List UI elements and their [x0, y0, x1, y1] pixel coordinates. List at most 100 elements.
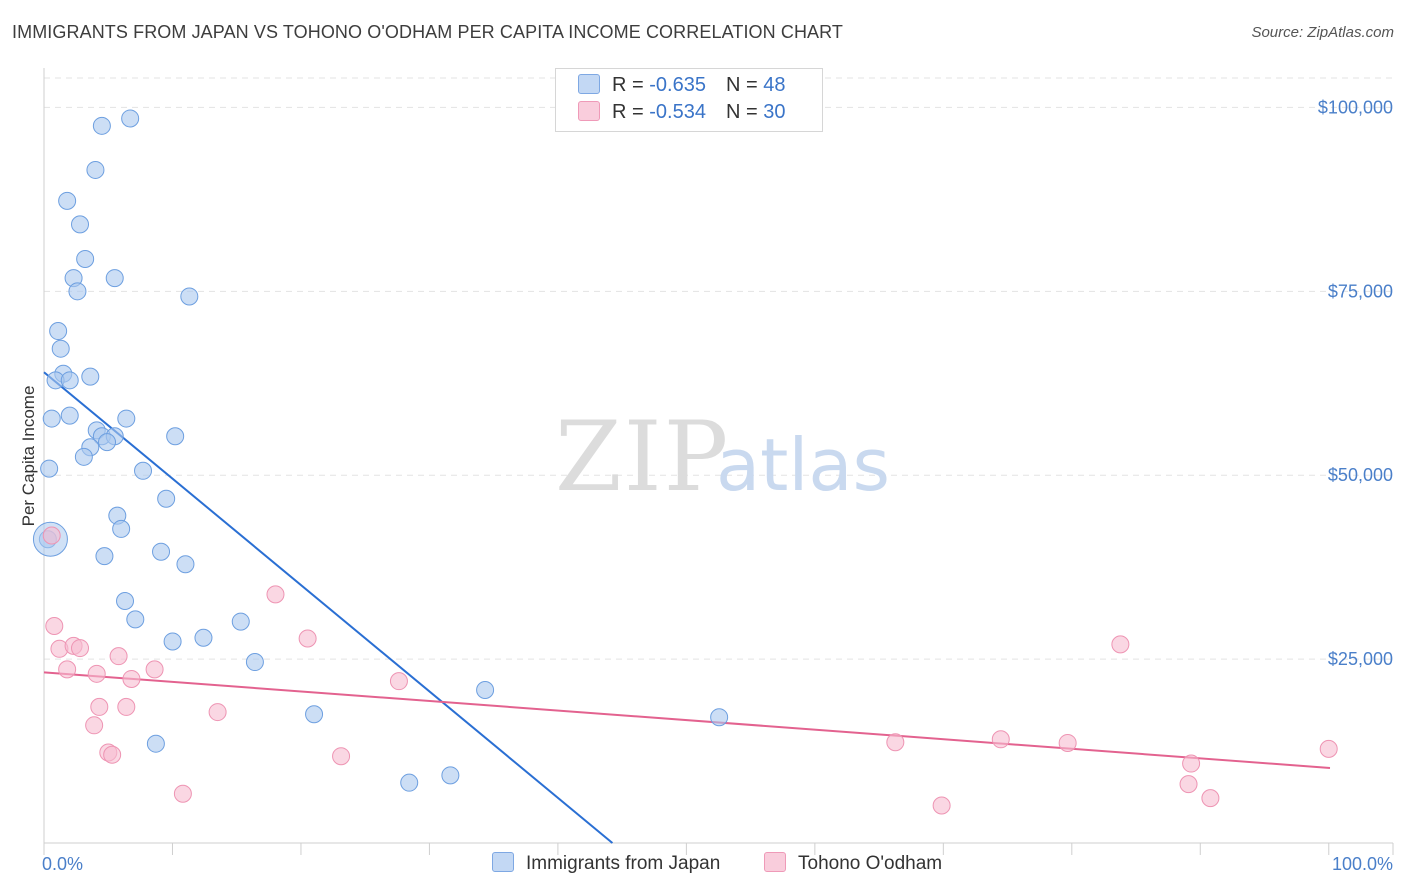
stats-legend: R = -0.635 N = 48 R = -0.534 N = 30 [555, 68, 823, 132]
point-tohono [1111, 635, 1130, 654]
point-tohono [87, 664, 106, 683]
point-tohono [886, 733, 905, 752]
point-japan [710, 708, 729, 727]
point-japan [49, 322, 68, 341]
point-japan [42, 409, 61, 428]
trend-lines [43, 371, 1331, 844]
point-tohono [332, 747, 351, 766]
point-tohono [71, 639, 90, 658]
point-japan [68, 282, 87, 301]
trend-line-japan [43, 371, 614, 844]
legend-swatch-blue [578, 74, 600, 94]
point-tohono [122, 669, 141, 688]
point-tohono [117, 697, 136, 716]
r-label: R = [612, 74, 650, 96]
point-tohono [90, 697, 109, 716]
point-japan [146, 734, 165, 753]
legend-item-tohono: Tohono O'odham [764, 852, 942, 875]
point-tohono [932, 796, 951, 815]
point-japan [86, 160, 105, 179]
y-tick-labels: $25,000 $50,000 $75,000 $100,000 [1318, 97, 1393, 669]
point-tohono [145, 660, 164, 679]
point-tohono [45, 617, 64, 636]
stats-legend-row-tohono: R = -0.534 N = 30 [578, 101, 785, 129]
y-tick-label: $100,000 [1318, 97, 1393, 117]
r-label: R = [612, 101, 650, 123]
point-japan [476, 681, 495, 699]
legend-swatch-pink [578, 101, 600, 121]
axes [43, 68, 1394, 855]
point-japan [400, 773, 419, 792]
point-japan [134, 461, 153, 480]
point-japan [95, 547, 114, 566]
y-tick-label: $50,000 [1328, 465, 1393, 485]
point-japan [98, 433, 117, 452]
watermark-zip: ZIP [555, 401, 730, 513]
point-tohono [109, 647, 128, 666]
point-japan [121, 109, 140, 128]
point-japan [81, 367, 100, 386]
point-tohono [1319, 739, 1338, 758]
point-japan [116, 591, 135, 610]
point-japan [126, 610, 145, 629]
stats-legend-row-japan: R = -0.635 N = 48 [578, 74, 785, 102]
n-label: N = [725, 74, 764, 96]
point-tohono [42, 526, 61, 545]
n-value-tohono: 30 [763, 101, 786, 123]
point-tohono [1058, 733, 1077, 752]
point-japan [60, 371, 79, 390]
trend-line-tohono [43, 671, 1331, 769]
point-tohono [208, 703, 227, 722]
point-tohono [991, 730, 1010, 749]
point-japan [305, 705, 324, 724]
point-japan [60, 406, 79, 425]
point-japan [176, 555, 195, 574]
point-tohono [1201, 789, 1220, 808]
source-label: Source: ZipAtlas.com [1251, 24, 1394, 41]
point-tohono [1179, 775, 1198, 794]
chart-title: IMMIGRANTS FROM JAPAN VS TOHONO O'ODHAM … [12, 22, 844, 42]
point-japan [58, 191, 77, 210]
point-japan [112, 519, 131, 538]
point-tohono [173, 784, 192, 803]
point-tohono [389, 672, 408, 691]
point-japan [180, 287, 199, 306]
r-value-japan: -0.635 [649, 74, 706, 96]
gridlines [44, 77, 1393, 660]
point-japan [117, 409, 136, 428]
point-japan [163, 632, 182, 651]
point-japan [152, 542, 171, 561]
data-points [32, 109, 1338, 815]
point-tohono [85, 716, 104, 735]
r-value-tohono: -0.534 [649, 101, 706, 123]
point-japan [245, 653, 264, 672]
watermark-atlas: atlas [716, 423, 890, 507]
legend-swatch-pink [764, 852, 786, 872]
x-tick-label-max: 100.0% [1332, 854, 1393, 874]
y-axis-label: Per Capita Income [19, 386, 38, 527]
point-japan [231, 612, 250, 631]
point-japan [71, 215, 90, 234]
x-tick-label-min: 0.0% [42, 854, 83, 874]
legend-swatch-blue [492, 852, 514, 872]
point-japan [157, 489, 176, 508]
point-japan [40, 459, 59, 478]
point-tohono [1182, 754, 1201, 773]
point-japan [74, 447, 93, 466]
point-tohono [58, 660, 77, 679]
y-tick-label: $25,000 [1328, 649, 1393, 669]
point-japan [76, 249, 95, 268]
legend-label-tohono: Tohono O'odham [798, 853, 943, 874]
series-legend: Immigrants from Japan Tohono O'odham [0, 852, 1406, 878]
point-tohono [266, 585, 285, 604]
point-japan [441, 766, 460, 785]
n-value-japan: 48 [763, 74, 786, 96]
point-japan [51, 339, 70, 358]
point-tohono [298, 629, 317, 648]
point-japan [92, 116, 111, 135]
point-japan [105, 269, 124, 288]
point-japan [194, 628, 213, 647]
point-japan [166, 427, 185, 446]
legend-item-japan: Immigrants from Japan [492, 852, 720, 875]
legend-label-japan: Immigrants from Japan [526, 853, 721, 874]
